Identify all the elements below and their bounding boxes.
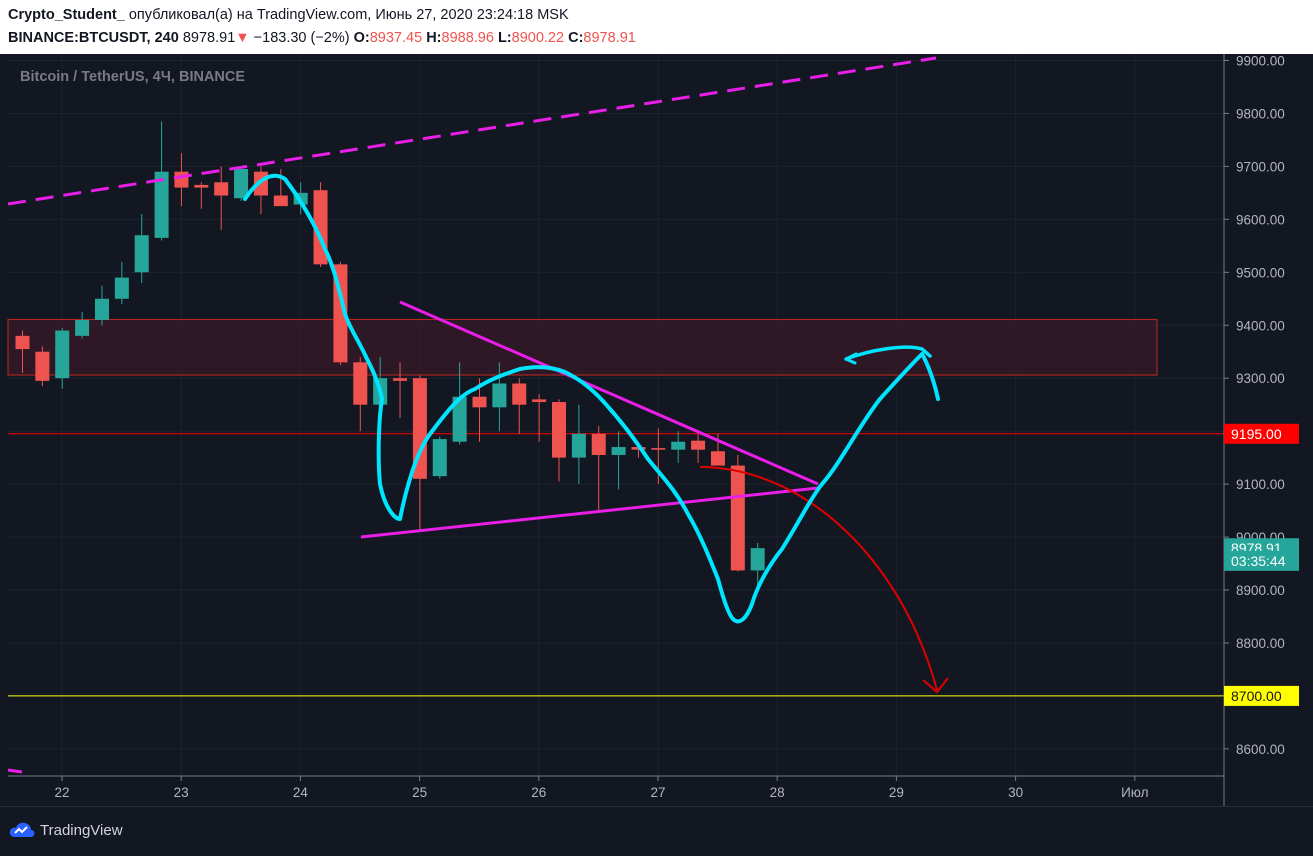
chart-title: Bitcoin / TetherUS, 4Ч, BINANCE [20, 69, 245, 85]
down-arrow-icon: ▼ [235, 30, 250, 46]
last-price: 8978.91 [182, 30, 236, 46]
resistance-zone[interactable] [7, 318, 1158, 376]
x-tick-label: 22 [54, 785, 69, 800]
candle-body [393, 378, 408, 381]
close-value: 8978.91 [583, 30, 636, 46]
drawings[interactable] [7, 56, 949, 774]
trendline-fragment [7, 768, 23, 774]
dashed-trendline[interactable] [7, 56, 937, 206]
y-tick-label: 8800.00 [1236, 636, 1285, 651]
candle-body [571, 433, 586, 458]
chart-background [8, 54, 1224, 806]
price-label-text: 03:35:44 [1231, 553, 1286, 569]
tradingview-logo[interactable]: TradingView [8, 821, 123, 839]
candle-body [551, 402, 566, 458]
price-change: −183.30 (−2%) [253, 30, 350, 46]
x-tick-label: 30 [1008, 785, 1023, 800]
chart-header: Crypto_Student_ опубликовал(а) на Tradin… [0, 0, 1313, 54]
candle-body [353, 362, 368, 405]
price-label-bg [1224, 550, 1299, 571]
candle-body [214, 182, 229, 196]
candle-body [15, 335, 30, 350]
candle-body [94, 298, 109, 320]
candle-body [452, 396, 467, 442]
x-tick-label: 25 [412, 785, 427, 800]
candle-body [35, 351, 50, 381]
candle-body [611, 447, 626, 455]
candle-body [591, 433, 606, 455]
high-value: 8988.96 [441, 30, 494, 46]
y-tick-label: 9800.00 [1236, 106, 1285, 121]
y-tick-label: 9700.00 [1236, 159, 1285, 174]
x-tick-label: 28 [770, 785, 785, 800]
close-label: C: [568, 30, 584, 46]
price-label-text: 8700.00 [1231, 688, 1282, 704]
candle-body [234, 169, 249, 199]
author-name[interactable]: Crypto_Student_ [8, 7, 125, 23]
open-label: O: [353, 30, 370, 46]
symbol-info: BINANCE:BTCUSDT, 240 8978.91▼ −183.30 (−… [8, 30, 636, 46]
arrow-down-icon [922, 677, 949, 694]
horizontal-levels[interactable] [8, 433, 1224, 697]
time-axis-ticks: 22 23 24 25 26 27 28 29 30 Июл [54, 776, 1149, 800]
candle-body [472, 396, 487, 408]
tradingview-cloud-icon [9, 822, 35, 837]
candle-body [55, 330, 70, 379]
tradingview-brand: TradingView [40, 821, 123, 839]
arrow-left-icon [844, 352, 858, 365]
y-tick-label: 9300.00 [1236, 371, 1285, 386]
high-label: H: [426, 30, 442, 46]
x-tick-label: 24 [293, 785, 309, 800]
x-tick-label: 23 [174, 785, 189, 800]
candle-body [432, 439, 447, 477]
y-tick-label: 9900.00 [1236, 54, 1285, 69]
candle-body [114, 277, 129, 299]
x-tick-label: Июл [1121, 785, 1148, 800]
cyan-wave-drawing[interactable] [243, 173, 940, 624]
candle-body [174, 171, 189, 188]
y-tick-label: 9500.00 [1236, 265, 1285, 280]
candle-body [532, 399, 547, 403]
low-value: 8900.22 [511, 30, 565, 46]
published-text: опубликовал(а) на TradingView.com, Июнь … [128, 7, 569, 23]
y-tick-label: 8900.00 [1236, 583, 1285, 598]
footer: TradingView [0, 806, 1313, 856]
price-chart[interactable]: Bitcoin / TetherUS, 4Ч, BINANCE 8600.00 8… [0, 54, 1313, 806]
price-label-text: 9195.00 [1231, 426, 1282, 442]
x-tick-label: 27 [650, 785, 665, 800]
price-label-bg [1224, 685, 1299, 706]
candle-body [750, 548, 765, 571]
candle-body [412, 378, 427, 479]
candle-body [492, 383, 507, 408]
candle-body [691, 440, 706, 450]
price-label-bg [1224, 423, 1299, 444]
descending-trendline[interactable] [399, 300, 819, 486]
candle-body [512, 383, 527, 405]
candle-body [75, 319, 90, 336]
x-tick-label: 26 [531, 785, 546, 800]
candle-body [710, 451, 725, 466]
candle-body [134, 235, 149, 273]
y-tick-label: 9100.00 [1236, 477, 1285, 492]
symbol-label: BINANCE:BTCUSDT, 240 [8, 30, 179, 46]
candle-body [671, 441, 686, 450]
candle-body [194, 184, 209, 188]
candle-body [651, 448, 666, 450]
low-label: L: [497, 30, 512, 46]
publish-info: Crypto_Student_ опубликовал(а) на Tradin… [8, 7, 569, 23]
ascending-trendline[interactable] [360, 486, 819, 539]
y-tick-label: 8600.00 [1236, 742, 1285, 757]
candle-body [730, 465, 745, 571]
bearish-projection-curve[interactable] [699, 466, 938, 691]
x-tick-label: 29 [889, 785, 904, 800]
y-tick-label: 9600.00 [1236, 212, 1285, 227]
y-tick-label: 9400.00 [1236, 318, 1285, 333]
open-value: 8937.45 [369, 30, 423, 46]
candle-body [273, 195, 288, 207]
candle-body [154, 171, 169, 238]
